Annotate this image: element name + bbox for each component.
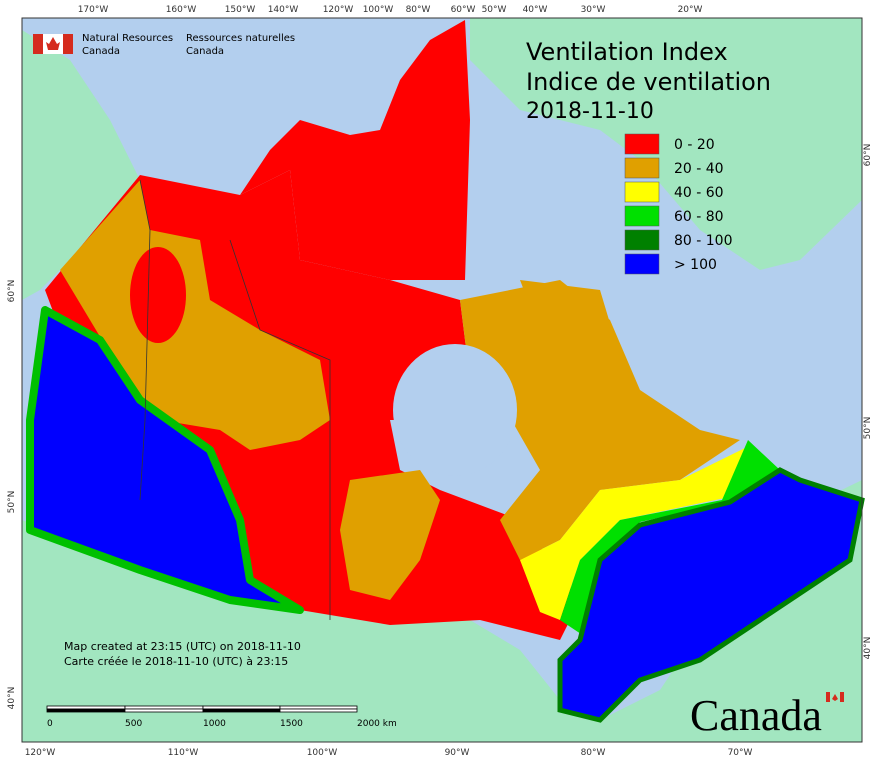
legend-label: 0 - 20 [674, 137, 715, 153]
scale-label: 0 [47, 719, 53, 729]
graticule-label: 80°W [406, 5, 431, 15]
scale-segment [202, 705, 281, 710]
scale-segment [124, 708, 204, 713]
graticule-label: 120°W [323, 5, 354, 15]
legend: 0 - 20 20 - 40 40 - 60 60 - 80 80 - 100 > 100 [624, 133, 733, 275]
graticule-label: 160°W [166, 5, 197, 15]
legend-label: 80 - 100 [674, 233, 733, 249]
graticule-label: 170°W [78, 5, 109, 15]
flag-bar [63, 34, 73, 54]
nrcan-logo [33, 34, 73, 54]
graticule-label: 80°W [581, 748, 606, 758]
legend-label: 20 - 40 [674, 161, 724, 177]
scale-label: 500 [125, 719, 142, 729]
greenland [470, 18, 862, 270]
graticule-label: 90°W [445, 748, 470, 758]
legend-label: 60 - 80 [674, 209, 724, 225]
graticule-label: 60°W [451, 5, 476, 15]
scale-segment [46, 705, 126, 710]
flag-bar [33, 34, 43, 54]
maple-leaf [46, 37, 60, 50]
scale-bar: 0 500 1000 1500 2000 km [46, 705, 397, 729]
agency-en: Canada [82, 46, 120, 57]
title: Indice de ventilation [526, 68, 771, 96]
graticule-label: 100°W [363, 5, 394, 15]
usa [22, 480, 862, 742]
graticule-label: 100°W [307, 748, 338, 758]
scale-label: 2000 km [357, 719, 397, 729]
maple-leaf [832, 694, 838, 701]
legend-swatch [624, 205, 660, 227]
region-orange-baffin [520, 280, 612, 332]
scale-label: 1500 [280, 719, 303, 729]
alaska [22, 30, 140, 300]
scale-segment [46, 708, 126, 713]
region-blue-west [26, 306, 304, 614]
region-blue-east [557, 467, 865, 723]
wordmark-flag [826, 692, 844, 702]
note: Carte créée le 2018-11-10 (UTC) à 23:15 [64, 655, 288, 668]
flag-bar [826, 692, 830, 702]
wordmark: Canada [690, 691, 822, 740]
region-yellow [520, 448, 745, 620]
graticule-labels: 170°W 160°W 150°W 140°W 120°W 100°W 80°W 60°W 50… [7, 5, 873, 758]
graticule-label: 120°W [25, 748, 56, 758]
graticule-label: 150°W [225, 5, 256, 15]
legend-swatch [624, 157, 660, 179]
graticule-label: 40°N [7, 687, 17, 710]
scale-segment [202, 708, 281, 713]
legend-swatch [624, 229, 660, 251]
graticule-label: 60°N [7, 280, 17, 303]
region-red-west [130, 247, 186, 343]
agency-en: Natural Resources [82, 33, 173, 44]
date: 2018-11-10 [526, 99, 654, 124]
legend-label: 40 - 60 [674, 185, 724, 201]
agency-fr: Canada [186, 46, 224, 57]
hudson-bay [393, 344, 517, 476]
graticule-label: 40°W [523, 5, 548, 15]
note: Map created at 23:15 (UTC) on 2018-11-10 [64, 640, 301, 653]
graticule-label: 70°W [728, 748, 753, 758]
scale-label: 1000 [203, 719, 226, 729]
graticule-label: 110°W [168, 748, 199, 758]
scale-segment [279, 708, 358, 713]
graticule-label: 40°N [863, 637, 873, 660]
flag-bar [840, 692, 844, 702]
graticule-label: 50°N [863, 417, 873, 440]
legend-swatch [624, 133, 660, 155]
map-frame [21, 17, 863, 743]
scale-segment [124, 705, 204, 710]
region-red-arctic [240, 20, 470, 280]
region-orange-west [60, 180, 330, 450]
borders [139, 179, 151, 501]
region-orange-east [460, 280, 740, 560]
legend-swatch [624, 181, 660, 203]
graticule-label: 50°N [7, 491, 17, 514]
title: Ventilation Index [526, 38, 728, 66]
legend-label: > 100 [674, 257, 717, 273]
region-green-east [560, 440, 780, 640]
borders [229, 239, 331, 620]
graticule-label: 30°W [581, 5, 606, 15]
graticule-label: 140°W [268, 5, 299, 15]
graticule-label: 20°W [678, 5, 703, 15]
agency-fr: Ressources naturelles [186, 33, 295, 44]
graticule-label: 60°N [863, 144, 873, 167]
graticule-label: 50°W [482, 5, 507, 15]
legend-swatch [624, 253, 660, 275]
scale-segment [279, 705, 358, 710]
region-orange-central [340, 470, 440, 600]
